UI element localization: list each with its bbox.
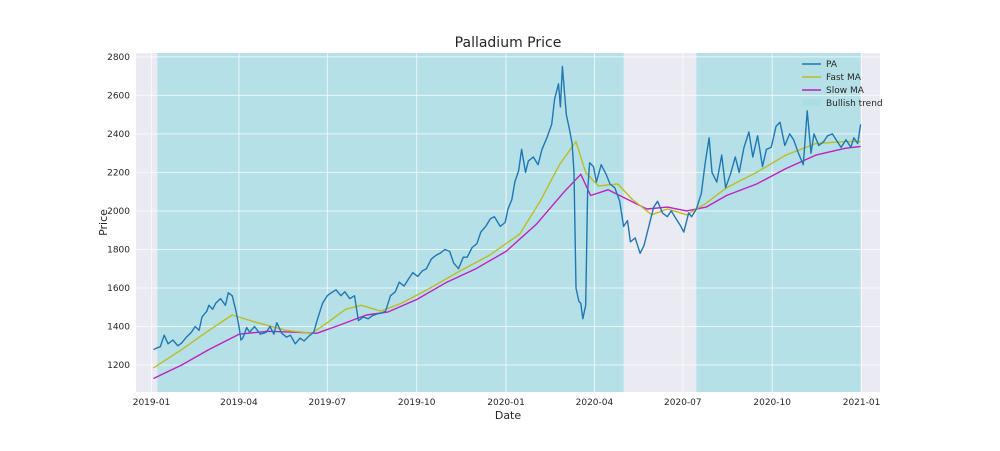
y-tick-label: 2800 <box>107 53 130 63</box>
y-tick-label: 2600 <box>107 91 130 101</box>
x-tick-label: 2021-01 <box>843 398 881 408</box>
legend-swatch-bullish-trend <box>802 99 821 106</box>
x-tick-label: 2019-04 <box>220 398 258 408</box>
bullish-trend-span-2 <box>696 53 861 392</box>
x-tick-label: 2020-01 <box>487 398 525 408</box>
y-tick-label: 2000 <box>107 207 130 217</box>
y-tick-label: 1600 <box>107 284 130 294</box>
x-tick-label: 2020-07 <box>664 398 702 408</box>
x-tick-label: 2019-10 <box>398 398 436 408</box>
legend-label: PA <box>826 60 838 70</box>
series-lines <box>153 65 862 380</box>
y-tick-labels: 1200 1400 1600 1800 2000 2200 2400 2600 2800 <box>107 53 130 371</box>
series-line-slow-ma <box>153 145 861 380</box>
legend-label: Fast MA <box>826 73 862 83</box>
series-line-pa <box>153 65 862 351</box>
x-tick-label: 2019-01 <box>133 398 171 408</box>
chart-title: Palladium Price <box>455 35 562 51</box>
y-tick-label: 1400 <box>107 323 130 333</box>
y-tick-label: 1200 <box>107 361 130 371</box>
y-tick-label: 2400 <box>107 130 130 140</box>
legend-label: Bullish trend <box>826 99 883 109</box>
bullish-trend-spans <box>157 53 861 392</box>
grid-lines <box>136 53 880 392</box>
y-axis-label: Price <box>97 209 110 236</box>
legend: PA Fast MA Slow MA Bullish trend <box>802 60 883 109</box>
series-line-fast-ma <box>153 140 861 369</box>
y-tick-label: 1800 <box>107 245 130 255</box>
legend-label: Slow MA <box>826 86 865 96</box>
x-tick-labels: 2019-01 2019-04 2019-07 2019-10 2020-01 2020-… <box>133 398 881 408</box>
x-axis-label: Date <box>495 409 522 422</box>
x-tick-label: 2020-10 <box>753 398 791 408</box>
x-tick-label: 2019-07 <box>309 398 347 408</box>
y-tick-label: 2200 <box>107 168 130 178</box>
x-tick-label: 2020-04 <box>576 398 614 408</box>
